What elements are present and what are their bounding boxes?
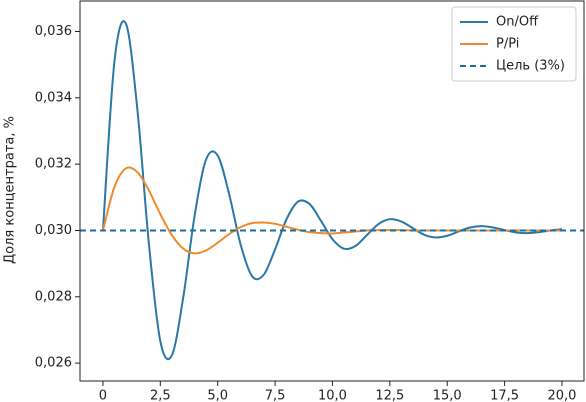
x-tick-label: 5,0 (207, 389, 228, 402)
legend-label: P/Pi (496, 37, 519, 52)
x-tick-label: 10,0 (318, 389, 347, 402)
y-axis-label: Доля концентрата, % (3, 116, 18, 264)
x-tick-label: 7,5 (265, 389, 286, 402)
y-tick-label: 0,030 (35, 223, 72, 238)
x-tick-label: 20,0 (547, 389, 576, 402)
y-tick-label: 0,032 (35, 157, 72, 172)
y-tick-label: 0,034 (35, 90, 72, 105)
x-tick-label: 17,5 (490, 389, 519, 402)
x-tick-label: 0 (99, 389, 107, 402)
legend-box (451, 6, 577, 82)
y-tick-label: 0,036 (35, 24, 72, 39)
legend-label: Цель (3%) (496, 59, 565, 74)
y-tick-label: 0,028 (35, 289, 72, 304)
x-tick-label: 2,5 (150, 389, 171, 402)
plot-frame (79, 0, 585, 382)
x-tick-label: 12,5 (375, 389, 404, 402)
x-tick-label: 15,0 (433, 389, 462, 402)
legend-label: On/Off (496, 15, 539, 30)
series-line (101, 20, 563, 361)
y-tick-label: 0,026 (35, 356, 72, 371)
